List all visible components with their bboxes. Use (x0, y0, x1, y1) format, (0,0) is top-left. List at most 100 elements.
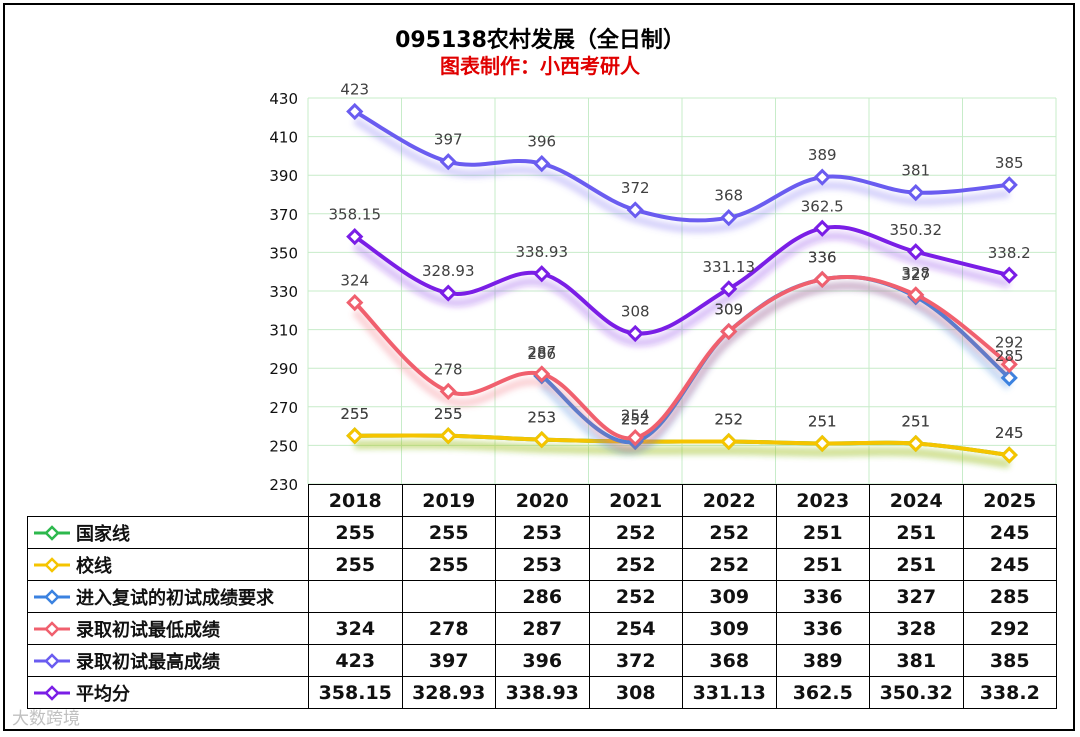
legend-label: 国家线 (76, 523, 130, 545)
table-cell: 385 (962, 644, 1057, 677)
data-table: 2018 2019 2020 2021 2022 2023 2024 2025 国家线 255 25… (27, 484, 1057, 709)
x-tick-label: 2019 (401, 484, 496, 517)
data-label: 397 (434, 131, 463, 149)
table-cell: 389 (775, 644, 870, 677)
data-label: 331.13 (703, 258, 756, 276)
series-line-shadow (351, 281, 1012, 452)
data-label: 327 (901, 266, 930, 284)
table-cell: 253 (495, 516, 590, 549)
table-cell: 338.2 (962, 676, 1057, 709)
x-tick-label: 2024 (869, 484, 964, 517)
chart-frame (3, 3, 1075, 731)
legend-label: 进入复试的初试成绩要求 (76, 587, 274, 609)
table-cell: 372 (588, 644, 683, 677)
legend-swatch (34, 652, 70, 669)
data-point-marker (813, 270, 831, 289)
data-label: 251 (808, 412, 837, 430)
table-cell: 292 (962, 612, 1057, 645)
data-point-marker (907, 183, 925, 202)
table-row: 录取初试最低成绩 324 278 287 254 309 336 328 292 (27, 612, 1057, 645)
table-cell: 324 (308, 612, 403, 645)
data-label: 286 (527, 345, 556, 363)
table-cell: 309 (682, 580, 777, 613)
table-corner (27, 484, 309, 517)
table-cell: 287 (495, 612, 590, 645)
legend-label: 校线 (76, 555, 112, 577)
data-point-marker (533, 430, 551, 449)
table-cell: 350.32 (869, 676, 964, 709)
table-cell: 309 (682, 612, 777, 645)
table-cell: 328 (869, 612, 964, 645)
table-header-row: 2018 2019 2020 2021 2022 2023 2024 2025 (27, 484, 1057, 517)
table-cell: 255 (308, 548, 403, 581)
y-tick-label: 310 (269, 322, 298, 340)
data-label: 324 (340, 272, 369, 290)
legend-label: 录取初试最高成绩 (76, 651, 220, 673)
data-label: 251 (901, 412, 930, 430)
y-tick-label: 250 (269, 437, 298, 455)
data-label: 336 (808, 248, 837, 266)
table-cell: 362.5 (775, 676, 870, 709)
legend-entry: 录取初试最高成绩 (27, 644, 309, 677)
data-label: 287 (527, 343, 556, 361)
data-point-marker (813, 168, 831, 186)
data-label: 278 (434, 360, 463, 378)
y-tick-label: 350 (269, 244, 298, 262)
data-label: 358.15 (329, 206, 382, 224)
data-point-marker (439, 382, 457, 400)
y-tick-label: 390 (269, 167, 298, 185)
data-point-marker (346, 228, 364, 246)
table-cell: 253 (495, 548, 590, 581)
table-cell: 368 (682, 644, 777, 677)
table-cell: 358.15 (308, 676, 403, 709)
data-point-marker (626, 201, 644, 219)
table-cell: 423 (308, 644, 403, 677)
grid-layer (307, 97, 1057, 485)
data-point-marker (907, 243, 925, 261)
data-label: 362.5 (801, 197, 844, 215)
table-cell: 396 (495, 644, 590, 677)
series-1 (346, 427, 1018, 469)
table-row: 平均分 358.15 328.93 338.93 308 331.13 362.5 350.3… (27, 676, 1057, 709)
x-tick-label: 2021 (588, 484, 683, 517)
data-label: 285 (995, 347, 1024, 365)
data-point-marker (533, 365, 551, 383)
y-tick-label: 410 (269, 129, 298, 147)
table-cell: 255 (401, 516, 496, 549)
data-point-marker (439, 153, 457, 171)
data-label: 255 (340, 405, 369, 423)
table-cell: 308 (588, 676, 683, 709)
data-point-marker (346, 102, 364, 121)
data-point-marker (1000, 446, 1018, 464)
chart-subtitle: 图表制作：小西考研人 (440, 54, 640, 78)
data-point-marker (720, 209, 738, 227)
table-cell: 252 (588, 516, 683, 549)
legend-swatch (34, 524, 70, 541)
data-label: 251 (808, 412, 837, 430)
y-tick-label: 290 (269, 360, 298, 378)
series-4 (346, 102, 1018, 234)
legend-entry: 进入复试的初试成绩要求 (27, 580, 309, 613)
legend-entry: 校线 (27, 548, 309, 581)
data-label: 245 (995, 424, 1024, 442)
table-cell: 251 (869, 548, 964, 581)
y-tick-label: 370 (269, 206, 298, 224)
data-label: 328 (901, 264, 930, 282)
table-cell: 336 (775, 580, 870, 613)
x-tick-label: 2020 (495, 484, 590, 517)
data-label: 252 (621, 411, 650, 429)
table-cell: 381 (869, 644, 964, 677)
data-point-marker (1000, 266, 1018, 284)
data-point-marker (346, 293, 364, 312)
data-point-marker (720, 280, 738, 298)
table-cell: 251 (775, 516, 870, 549)
legend-entry: 平均分 (27, 676, 309, 709)
table-row: 国家线 255 255 253 252 252 251 251 245 (27, 516, 1057, 549)
data-label: 372 (621, 179, 650, 197)
table-cell: 336 (775, 612, 870, 645)
table-cell: 286 (495, 580, 590, 613)
data-label: 309 (714, 301, 743, 319)
data-point-marker (813, 219, 831, 237)
data-label: 389 (808, 146, 837, 164)
